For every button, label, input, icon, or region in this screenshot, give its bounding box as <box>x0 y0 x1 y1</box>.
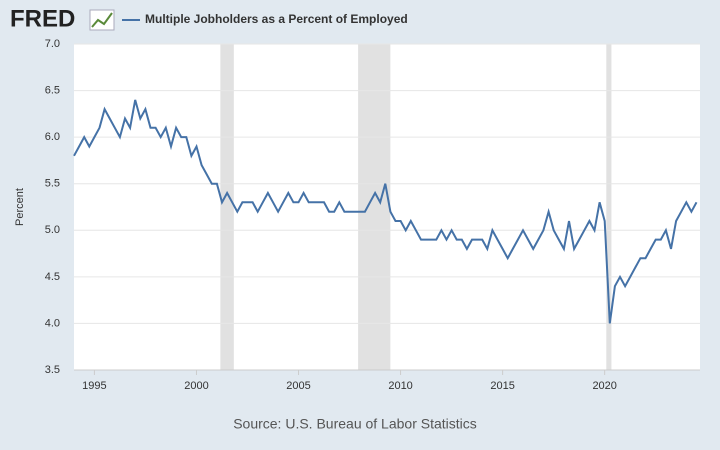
source: Source: U.S. Bureau of Labor Statistics <box>233 416 477 432</box>
line-series <box>73 99 698 324</box>
logo-icon <box>89 9 115 31</box>
y-tick-label: 4.0 <box>45 317 60 329</box>
recession-band <box>358 44 391 370</box>
recession-band <box>220 44 234 370</box>
y-tick-label: 4.5 <box>45 271 60 283</box>
recession-band <box>606 44 612 370</box>
logo: FRED <box>10 5 75 32</box>
x-tick-label: 1995 <box>82 380 106 392</box>
y-tick-label: 3.5 <box>45 364 60 376</box>
y-axis-label: Percent <box>14 188 26 226</box>
y-tick-label: 5.5 <box>45 178 60 190</box>
y-tick-label: 7.0 <box>45 38 60 50</box>
x-tick-label: 2015 <box>490 380 514 392</box>
x-tick-label: 2010 <box>388 380 412 392</box>
y-tick-label: 6.0 <box>45 131 60 143</box>
y-tick-label: 5.0 <box>45 224 60 236</box>
x-tick-label: 2005 <box>286 380 310 392</box>
y-tick-label: 6.5 <box>45 84 60 96</box>
x-tick-label: 2000 <box>184 380 208 392</box>
x-tick-label: 2020 <box>592 380 616 392</box>
legend-label: Multiple Jobholders as a Percent of Empl… <box>145 12 408 26</box>
